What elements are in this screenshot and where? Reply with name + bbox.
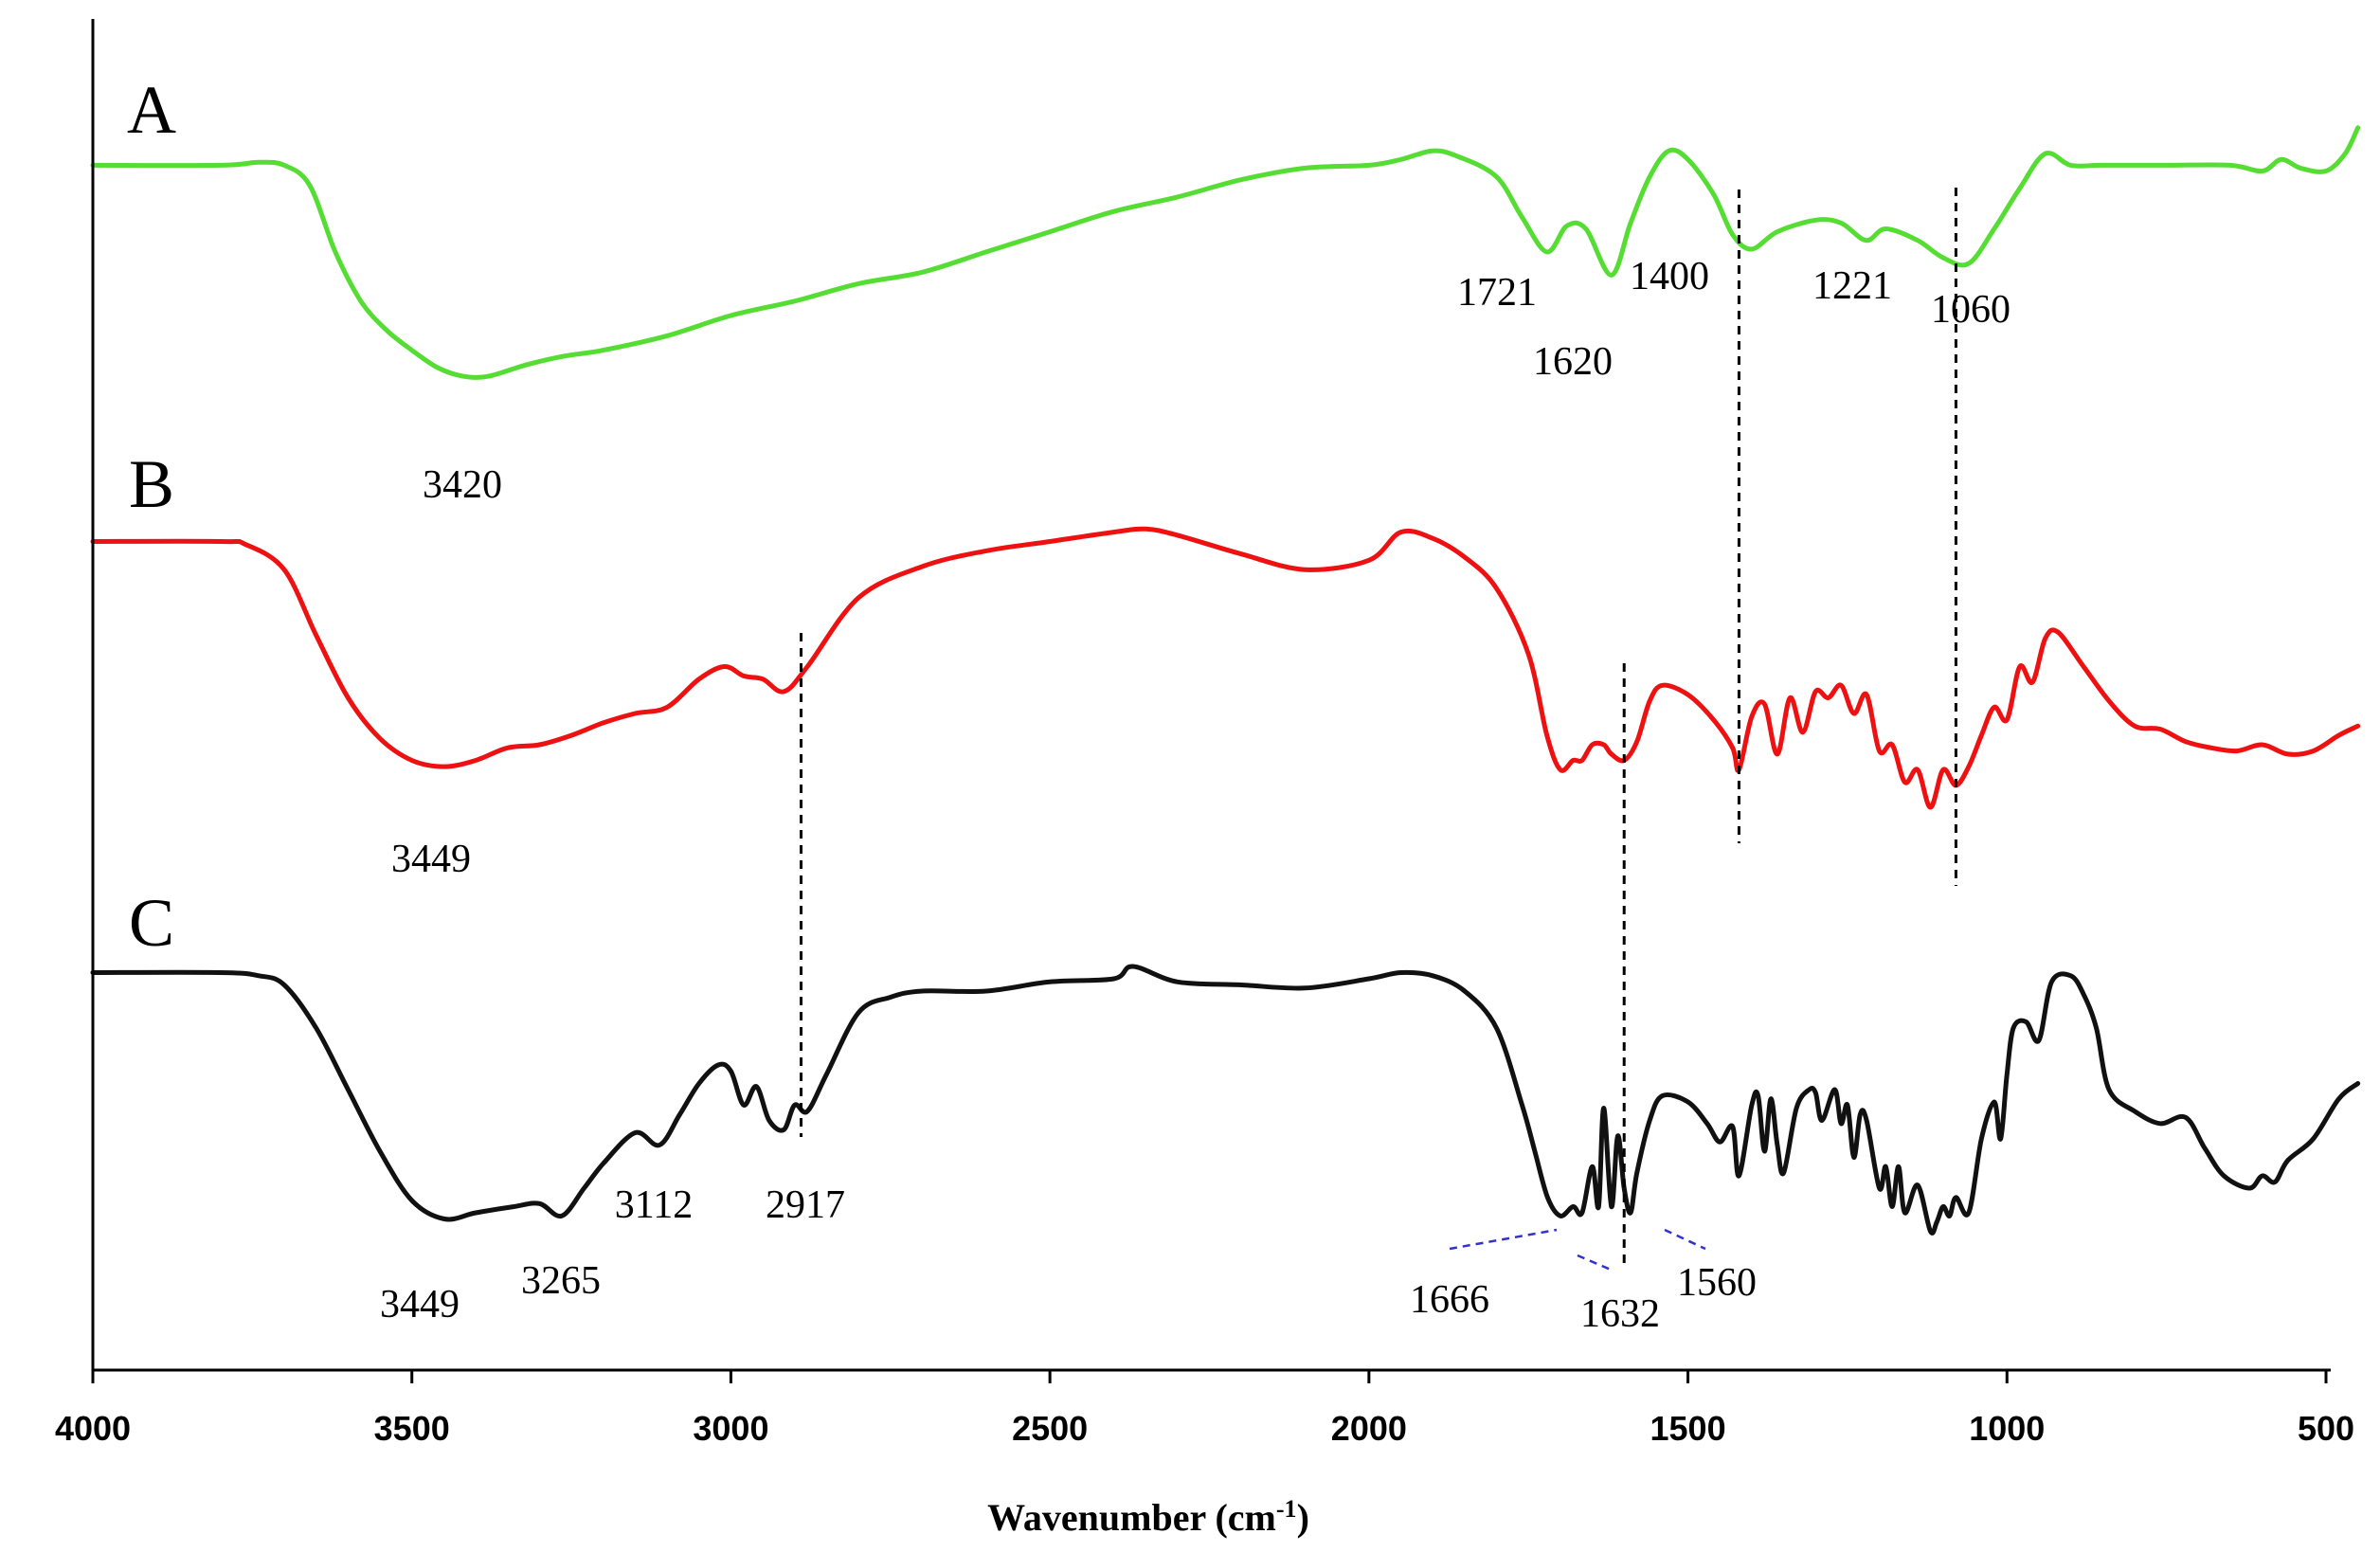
peak-label: 1560 bbox=[1677, 1261, 1757, 1305]
peak-annotations: 3420 1721 1620 1400 1221 1060 3449 3449 3265 3112… bbox=[380, 255, 2010, 1336]
x-tick-label: 3500 bbox=[374, 1409, 450, 1448]
x-tick-label: 500 bbox=[2298, 1409, 2354, 1448]
axes bbox=[91, 19, 2331, 1372]
peak-label: 3449 bbox=[391, 838, 471, 881]
series-c-line bbox=[90, 964, 2361, 1236]
x-axis-title: Wavenumber (cm-1) bbox=[987, 1495, 1309, 1540]
peak-label: 3265 bbox=[521, 1259, 601, 1303]
peak-label: 1400 bbox=[1630, 255, 1709, 298]
x-tick-label: 1000 bbox=[1969, 1409, 2045, 1448]
x-tick-label: 2000 bbox=[1331, 1409, 1407, 1448]
series-a-line bbox=[90, 125, 2361, 380]
annotation-leader-line bbox=[1577, 1254, 1612, 1272]
spectra-curves bbox=[90, 125, 2361, 1236]
series-b-line bbox=[90, 526, 2361, 810]
panel-label-a: A bbox=[127, 72, 176, 148]
x-tick-label: 2500 bbox=[1012, 1409, 1088, 1448]
reference-lines bbox=[800, 188, 1957, 1272]
peak-label: 3449 bbox=[380, 1283, 460, 1326]
panel-labels: A B C bbox=[127, 72, 176, 961]
peak-label: 3420 bbox=[423, 463, 502, 507]
peak-label: 1666 bbox=[1410, 1278, 1489, 1322]
peak-label: 1221 bbox=[1812, 264, 1892, 308]
peak-label: 1060 bbox=[1931, 288, 2010, 332]
panel-label-b: B bbox=[129, 446, 174, 522]
x-ticks: 4000 3500 3000 2500 2000 1500 1000 500 bbox=[55, 1370, 2354, 1448]
annotation-leader-line bbox=[1449, 1228, 1558, 1251]
peak-label: 1721 bbox=[1457, 271, 1537, 315]
peak-label: 1632 bbox=[1580, 1292, 1660, 1336]
peak-label: 3112 bbox=[615, 1183, 693, 1227]
peak-label: 2917 bbox=[766, 1183, 845, 1227]
x-tick-label: 4000 bbox=[55, 1409, 131, 1448]
annotation-leader-line bbox=[1664, 1228, 1706, 1251]
x-tick-label: 3000 bbox=[693, 1409, 768, 1448]
panel-label-c: C bbox=[129, 885, 174, 961]
peak-label: 1620 bbox=[1533, 340, 1613, 384]
x-tick-label: 1500 bbox=[1650, 1409, 1726, 1448]
